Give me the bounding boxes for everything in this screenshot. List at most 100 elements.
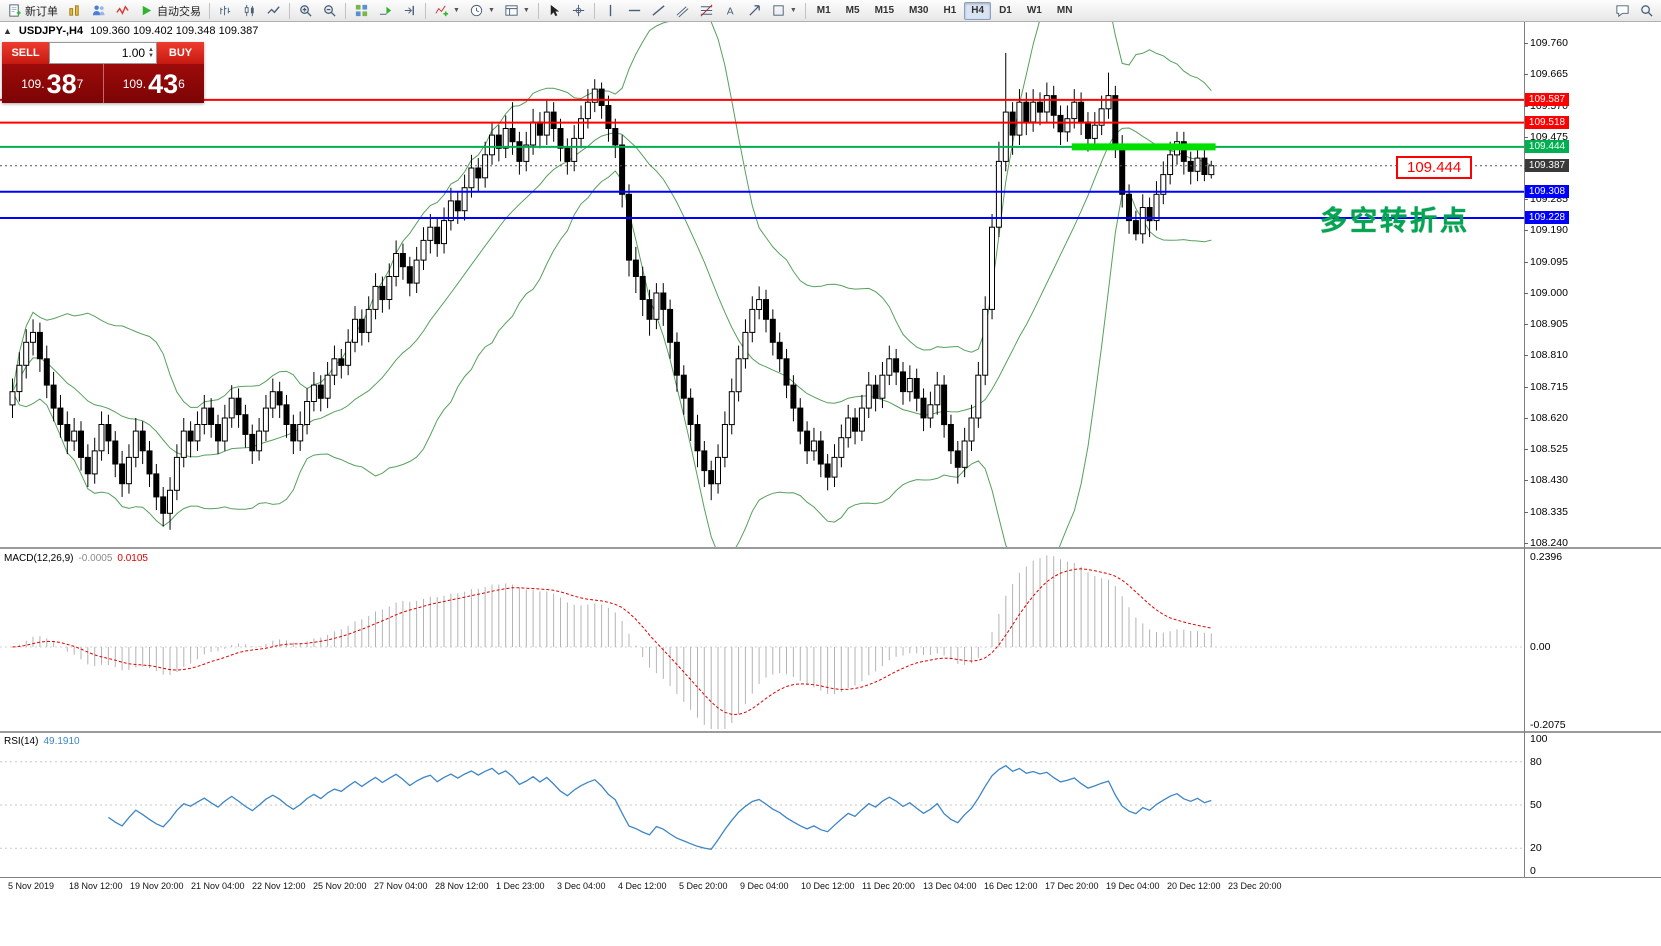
volume-input[interactable]: 1.00 ▲ ▼ <box>49 42 157 64</box>
trendline-icon <box>651 3 666 18</box>
search-button[interactable] <box>1635 1 1658 21</box>
svg-text:A: A <box>727 6 734 17</box>
periods-button[interactable]: ▼ <box>465 1 499 21</box>
price-tick-label: 108.715 <box>1530 381 1568 393</box>
market-watch-icon <box>91 3 106 18</box>
market-watch-button[interactable] <box>87 1 110 21</box>
chart-shift-button[interactable] <box>398 1 421 21</box>
panel-splitter[interactable] <box>0 731 1661 733</box>
volume-value: 1.00 <box>121 46 146 60</box>
rsi-indicator-canvas[interactable] <box>0 733 1524 877</box>
price-axis-separator <box>1524 22 1525 878</box>
axis-tick <box>1524 418 1528 419</box>
signals-icon <box>115 3 130 18</box>
sell-button[interactable]: SELL <box>2 42 49 64</box>
text-icon: A <box>723 3 738 18</box>
one-click-collapse-toggle[interactable]: ▲ <box>3 26 12 36</box>
chat-icon <box>1615 3 1630 18</box>
timeframe-w1-button[interactable]: W1 <box>1026 5 1042 16</box>
crosshair-icon <box>571 3 586 18</box>
timeframe-d1-button[interactable]: D1 <box>999 5 1012 16</box>
axis-tick <box>1524 387 1528 388</box>
date-tick-label: 19 Dec 04:00 <box>1106 881 1160 891</box>
buy-button[interactable]: BUY <box>157 42 204 64</box>
arrows-icon <box>747 3 762 18</box>
trendline-button[interactable] <box>647 1 670 21</box>
dropdown-caret-icon[interactable]: ▼ <box>487 7 495 14</box>
ohlc-values: 109.360 109.402 109.348 109.387 <box>90 25 259 37</box>
vertical-line-button[interactable] <box>599 1 622 21</box>
level-price-badge: 109.228 <box>1525 211 1569 224</box>
price-level-callout[interactable]: 109.444 <box>1396 156 1473 179</box>
templates-button[interactable]: ▼ <box>500 1 534 21</box>
candlestick-chart-button[interactable] <box>238 1 261 21</box>
date-tick-label: 23 Dec 20:00 <box>1228 881 1282 891</box>
time-axis-separator <box>0 877 1661 878</box>
fibonacci-button[interactable] <box>695 1 718 21</box>
axis-tick <box>1524 137 1528 138</box>
date-tick-label: 10 Dec 12:00 <box>801 881 855 891</box>
text-button[interactable]: A <box>719 1 742 21</box>
macd-tick-label: 0.2396 <box>1530 551 1563 563</box>
new-order-button[interactable]: 新订单 <box>3 1 62 21</box>
axis-tick <box>1524 355 1528 356</box>
auto-scroll-button[interactable] <box>374 1 397 21</box>
date-tick-label: 28 Nov 12:00 <box>435 881 489 891</box>
macd-indicator-canvas[interactable] <box>0 549 1524 731</box>
dropdown-caret-icon[interactable]: ▼ <box>522 7 530 14</box>
search-icon <box>1639 3 1654 18</box>
autotrading-button[interactable]: 自动交易 <box>135 1 205 21</box>
tile-windows-button[interactable] <box>350 1 373 21</box>
date-tick-label: 5 Nov 2019 <box>8 881 55 891</box>
toolbar-separator <box>425 2 426 19</box>
new-order-icon <box>7 3 22 18</box>
toolbar-separator <box>289 2 290 19</box>
indicators-button[interactable]: ▼ <box>430 1 464 21</box>
horizontal-line-icon <box>627 3 642 18</box>
toolbar-separator <box>804 2 806 19</box>
axis-tick <box>1524 543 1528 544</box>
dropdown-caret-icon[interactable]: ▼ <box>453 7 460 14</box>
timeframe-m1-button[interactable]: M1 <box>816 5 831 16</box>
price-tick-label: 109.760 <box>1530 37 1568 49</box>
date-tick-label: 25 Nov 20:00 <box>313 881 367 891</box>
volume-decrease-button[interactable]: ▼ <box>148 53 154 59</box>
cursor-button[interactable] <box>543 1 566 21</box>
zoom-out-button[interactable] <box>318 1 341 21</box>
channel-button[interactable] <box>671 1 694 21</box>
timeframe-h1-button[interactable]: H1 <box>943 5 957 16</box>
axis-tick <box>1524 262 1528 263</box>
horizontal-line-button[interactable] <box>623 1 646 21</box>
zoom-in-button[interactable] <box>294 1 317 21</box>
crosshair-button[interactable] <box>567 1 590 21</box>
shapes-button[interactable]: ▼ <box>767 1 801 21</box>
price-tick-label: 109.190 <box>1530 224 1568 236</box>
timeframe-h4-button[interactable]: H4 <box>964 1 992 20</box>
date-tick-label: 18 Nov 12:00 <box>69 881 123 891</box>
price-chart-canvas[interactable] <box>0 22 1524 547</box>
bid-price: 109. 38 7 <box>21 68 84 99</box>
timeframe-m30-button[interactable]: M30 <box>909 5 929 16</box>
chat-button[interactable] <box>1611 1 1634 21</box>
main-toolbar: 新订单 自动交易 ▼ ▼ ▼ A ▼ M1 M5 M15 M30 H1 H4 D1 W1 MN <box>0 0 1661 22</box>
arrows-button[interactable] <box>743 1 766 21</box>
timeframe-m15-button[interactable]: M15 <box>874 5 895 16</box>
line-chart-icon <box>266 3 281 18</box>
date-tick-label: 19 Nov 20:00 <box>130 881 184 891</box>
price-tick-label: 109.000 <box>1530 287 1568 299</box>
line-chart-button[interactable] <box>262 1 285 21</box>
axis-tick <box>1524 199 1528 200</box>
bar-chart-button[interactable] <box>214 1 237 21</box>
date-tick-label: 27 Nov 04:00 <box>374 881 428 891</box>
dropdown-caret-icon[interactable]: ▼ <box>789 7 797 14</box>
panel-splitter[interactable] <box>0 547 1661 549</box>
turning-point-annotation[interactable]: 多空转折点 <box>1320 206 1470 236</box>
volume-increase-button[interactable]: ▲ <box>148 47 154 53</box>
timeframe-m5-button[interactable]: M5 <box>845 5 860 16</box>
signals-button[interactable] <box>111 1 134 21</box>
fibonacci-icon <box>699 3 714 18</box>
price-tick-label: 109.665 <box>1530 68 1568 80</box>
new-chart-button[interactable] <box>63 1 86 21</box>
timeframe-mn-button[interactable]: MN <box>1056 5 1073 16</box>
price-tick-label: 108.430 <box>1530 474 1568 486</box>
